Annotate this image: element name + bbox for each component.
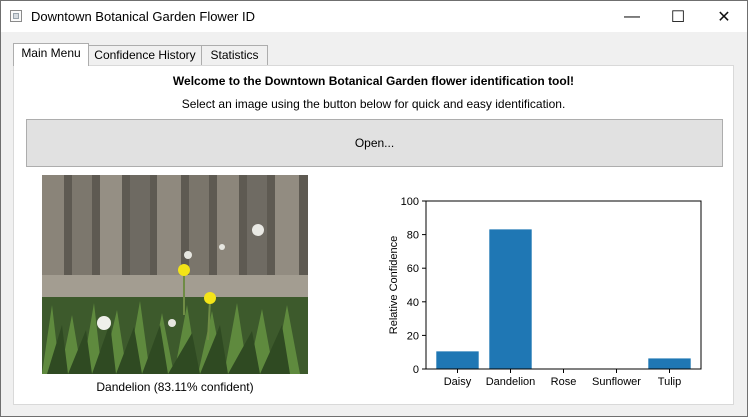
x-tick-label: Dandelion: [486, 376, 536, 388]
flower-image: [42, 175, 308, 374]
main-menu-panel: Welcome to the Downtown Botanical Garden…: [13, 65, 734, 405]
minimize-icon: —: [624, 7, 640, 25]
y-tick-label: 0: [413, 364, 419, 376]
x-tick-label: Sunflower: [592, 376, 641, 388]
bar-dandelion: [489, 229, 532, 369]
confidence-chart: 0 20 40 60 80 100 Daisy Dandelion Rose Sunflower…: [366, 190, 706, 398]
dandelion-photo: [42, 175, 308, 374]
y-tick-label: 100: [401, 196, 419, 208]
confidence-bar-chart: 0 20 40 60 80 100 Daisy Dandelion Rose Sunflower…: [388, 196, 702, 388]
y-tick-label: 80: [407, 230, 419, 242]
x-tick-label: Daisy: [444, 376, 472, 388]
title-bar: Downtown Botanical Garden Flower ID — ☐ …: [1, 1, 747, 32]
plot-axes: [425, 200, 702, 370]
x-tick-label: Tulip: [658, 376, 681, 388]
y-axis-label: Relative Confidence: [388, 236, 400, 334]
open-button[interactable]: Open...: [26, 119, 723, 167]
bar-daisy: [436, 351, 479, 369]
tab-statistics[interactable]: Statistics: [201, 45, 268, 65]
maximize-icon: ☐: [670, 8, 686, 26]
tab-confidence-history[interactable]: Confidence History: [88, 45, 202, 65]
window-title: Downtown Botanical Garden Flower ID: [31, 9, 255, 24]
bar-tulip: [648, 358, 691, 369]
x-tick-label: Rose: [551, 376, 577, 388]
y-tick-label: 20: [407, 330, 419, 342]
tab-main-menu[interactable]: Main Menu: [13, 43, 89, 66]
maximize-button[interactable]: ☐: [655, 1, 701, 32]
minimize-button[interactable]: —: [609, 1, 655, 32]
prediction-caption: Dandelion (83.11% confident): [96, 380, 254, 394]
instructions-text: Select an image using the button below f…: [181, 97, 566, 111]
close-button[interactable]: ✕: [701, 1, 747, 32]
y-tick-label: 40: [407, 297, 419, 309]
close-icon: ✕: [717, 8, 731, 26]
y-tick-label: 60: [407, 263, 419, 275]
app-icon: [10, 10, 22, 22]
welcome-heading: Welcome to the Downtown Botanical Garden…: [172, 74, 575, 88]
